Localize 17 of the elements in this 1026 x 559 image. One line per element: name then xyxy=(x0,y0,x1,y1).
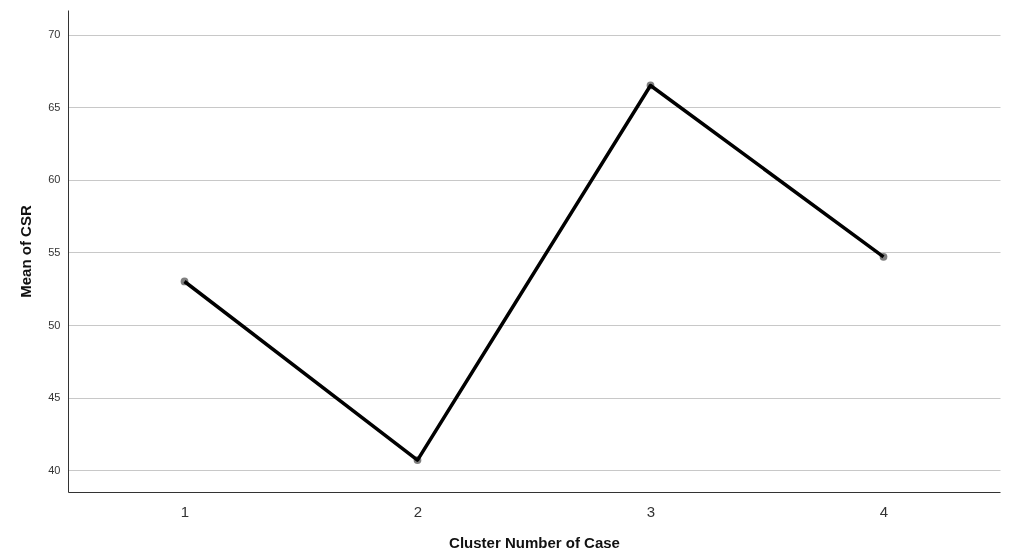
point xyxy=(180,277,189,286)
point xyxy=(413,456,422,464)
y-tick-label: 45 xyxy=(48,391,61,404)
y-tick-label: 40 xyxy=(48,463,61,476)
y-axis-title: Mean of CSR xyxy=(17,205,35,298)
x-tick-label: 1 xyxy=(180,502,190,520)
x-tick-label: 3 xyxy=(646,502,656,520)
y-tick-label: 55 xyxy=(48,245,61,258)
x-axis-title: Cluster Number of Case xyxy=(449,533,620,551)
point xyxy=(646,81,655,90)
y-tick-label: 65 xyxy=(48,100,61,113)
x-tick-label: 4 xyxy=(879,502,889,520)
y-tick-label: 50 xyxy=(48,318,61,331)
point xyxy=(879,252,888,261)
y-tick-label: 60 xyxy=(48,173,61,186)
x-tick-label: 2 xyxy=(413,502,423,520)
y-tick-label: 70 xyxy=(48,28,61,41)
